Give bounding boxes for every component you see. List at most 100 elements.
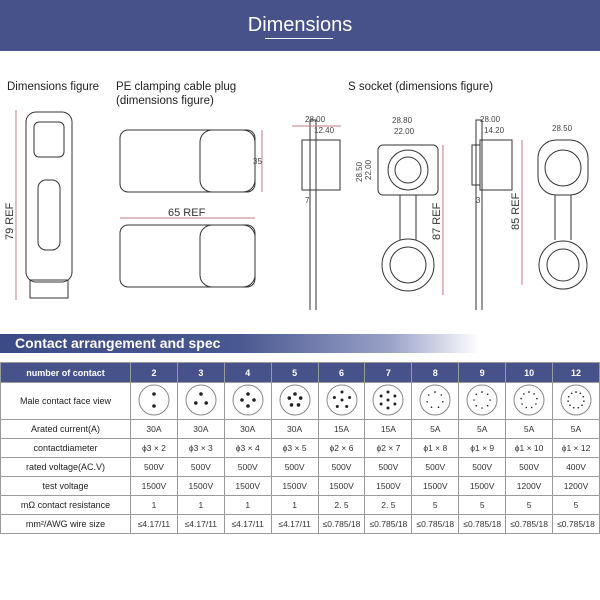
table-row: Arated current(A) 30A 30A 30A 30A 15A 15A 5A 5A 5… bbox=[0, 419, 600, 439]
table-cell: ϕ1 × 10 bbox=[505, 438, 554, 458]
table-cell: 15A bbox=[317, 419, 366, 439]
table-cell: 1500V bbox=[458, 476, 507, 496]
dimensions-banner: Dimensions bbox=[0, 0, 600, 51]
table-cell: ≤0.785/18 bbox=[505, 514, 554, 534]
table-cell: 5A bbox=[411, 419, 460, 439]
table-cell: 30A bbox=[176, 419, 225, 439]
plug-height-dim: 79 REF bbox=[4, 202, 16, 240]
contact-count-header: 12 bbox=[552, 362, 600, 383]
table-cell: 2. 5 bbox=[364, 495, 413, 515]
s-socket-label: S socket (dimensions figure) bbox=[348, 81, 494, 93]
table-cell: 5A bbox=[458, 419, 507, 439]
contact-face-view bbox=[270, 382, 319, 420]
table-row: rated voltage(AC.V) 500V 500V 500V 500V 500V 5… bbox=[0, 457, 600, 477]
table-cell: 500V bbox=[411, 457, 460, 477]
contact-face-view bbox=[364, 382, 413, 420]
pe-plug-label-1: PE clamping cable plug bbox=[116, 81, 237, 93]
contact-face-icon bbox=[560, 384, 592, 416]
contact-count-header: 10 bbox=[505, 362, 554, 383]
contact-face-view bbox=[505, 382, 554, 420]
table-cell: 1 bbox=[130, 495, 178, 515]
table-cell: ≤0.785/18 bbox=[411, 514, 460, 534]
contact-face-icon bbox=[185, 384, 217, 416]
row-label: mm²/AWG wire size bbox=[0, 514, 131, 534]
contact-face-view bbox=[130, 382, 178, 420]
table-cell: ϕ1 × 12 bbox=[552, 438, 600, 458]
table-row: test voltage 1500V 1500V 1500V 1500V 1500V 150… bbox=[0, 476, 600, 496]
table-cell: 1500V bbox=[130, 476, 178, 496]
table-cell: 1500V bbox=[223, 476, 272, 496]
table-cell: 1500V bbox=[411, 476, 460, 496]
pe-length-dim: 65 REF bbox=[168, 207, 206, 219]
table-cell: ≤4.17/11 bbox=[270, 514, 319, 534]
dimensions-figure-label: Dimensions figure bbox=[7, 81, 100, 93]
contact-face-icon bbox=[326, 384, 357, 416]
table-cell: 30A bbox=[270, 419, 319, 439]
front1-total-dim: 87 REF bbox=[431, 202, 443, 240]
table-cell: 500V bbox=[130, 457, 178, 477]
table-cell: 5 bbox=[505, 495, 554, 515]
socket-side-2-drawing bbox=[471, 119, 513, 310]
row-label: Male contact face view bbox=[0, 382, 131, 420]
dimension-drawings: 79 REF 35 65 REF 28.00 12.40 7 28.80 22.… bbox=[4, 110, 589, 310]
table-cell: ≤0.785/18 bbox=[458, 514, 507, 534]
table-cell: 1 bbox=[270, 495, 319, 515]
table-cell: ϕ1 × 9 bbox=[458, 438, 507, 458]
table-cell: 1500V bbox=[364, 476, 413, 496]
contact-face-icon bbox=[138, 384, 170, 416]
contact-face-icon bbox=[232, 384, 264, 416]
contact-face-view bbox=[223, 382, 272, 420]
table-cell: ϕ2 × 7 bbox=[364, 438, 413, 458]
contact-face-view bbox=[552, 382, 600, 420]
table-cell: ϕ3 × 4 bbox=[223, 438, 272, 458]
table-cell: ≤4.17/11 bbox=[130, 514, 178, 534]
table-cell: 30A bbox=[130, 419, 178, 439]
table-row: mm²/AWG wire size ≤4.17/11 ≤4.17/11 ≤4.17/1… bbox=[0, 514, 600, 534]
front1-inner-height-dim: 22.00 bbox=[364, 159, 373, 180]
row-label: contactdiameter bbox=[0, 438, 131, 458]
table-cell: 30A bbox=[223, 419, 272, 439]
section-title: Contact arrangement and spec bbox=[15, 335, 221, 351]
header-label: number of contact bbox=[0, 362, 131, 383]
contact-face-view bbox=[411, 382, 460, 420]
plug-side-drawing bbox=[25, 111, 73, 299]
table-cell: 400V bbox=[552, 457, 600, 477]
contact-count-header: 8 bbox=[411, 362, 460, 383]
side2-flange-dim: 3 bbox=[476, 196, 481, 205]
table-cell: 5 bbox=[411, 495, 460, 515]
contact-face-view bbox=[317, 382, 366, 420]
contact-count-header: 6 bbox=[317, 362, 366, 383]
pe-height-dim: 35 bbox=[253, 157, 262, 166]
side1-flange-dim: 7 bbox=[305, 196, 310, 205]
table-cell: 5 bbox=[458, 495, 507, 515]
side1-top-dim: 28.00 bbox=[305, 115, 326, 124]
row-label: mΩ contact resistance bbox=[0, 495, 131, 515]
table-cell: 5A bbox=[505, 419, 554, 439]
contact-count-header: 7 bbox=[364, 362, 413, 383]
table-cell: ≤0.785/18 bbox=[552, 514, 600, 534]
contact-face-view bbox=[458, 382, 507, 420]
contact-face-icon bbox=[513, 384, 545, 416]
contact-count-header: 5 bbox=[270, 362, 319, 383]
section-banner: Contact arrangement and spec bbox=[0, 334, 600, 353]
table-header-row: number of contact 2 3 4 5 6 7 8 9 10 12 bbox=[0, 362, 600, 383]
contact-face-icon bbox=[372, 384, 404, 416]
table-cell: ϕ1 × 8 bbox=[411, 438, 460, 458]
table-cell: 500V bbox=[505, 457, 554, 477]
front1-width-dim: 28.80 bbox=[392, 116, 413, 125]
table-cell: ϕ3 × 5 bbox=[270, 438, 319, 458]
table-cell: 5 bbox=[552, 495, 600, 515]
contact-count-header: 3 bbox=[176, 362, 225, 383]
contact-face-icon bbox=[466, 384, 498, 416]
table-cell: ϕ2 × 6 bbox=[317, 438, 366, 458]
socket-front-1-drawing bbox=[377, 144, 439, 292]
contact-count-header: 9 bbox=[458, 362, 507, 383]
table-cell: 1 bbox=[223, 495, 272, 515]
page-title: Dimensions bbox=[247, 14, 353, 36]
front1-height-dim: 28.50 bbox=[355, 161, 364, 182]
table-cell: 2. 5 bbox=[317, 495, 366, 515]
contact-count-header: 4 bbox=[223, 362, 272, 383]
contact-count-header: 2 bbox=[130, 362, 178, 383]
